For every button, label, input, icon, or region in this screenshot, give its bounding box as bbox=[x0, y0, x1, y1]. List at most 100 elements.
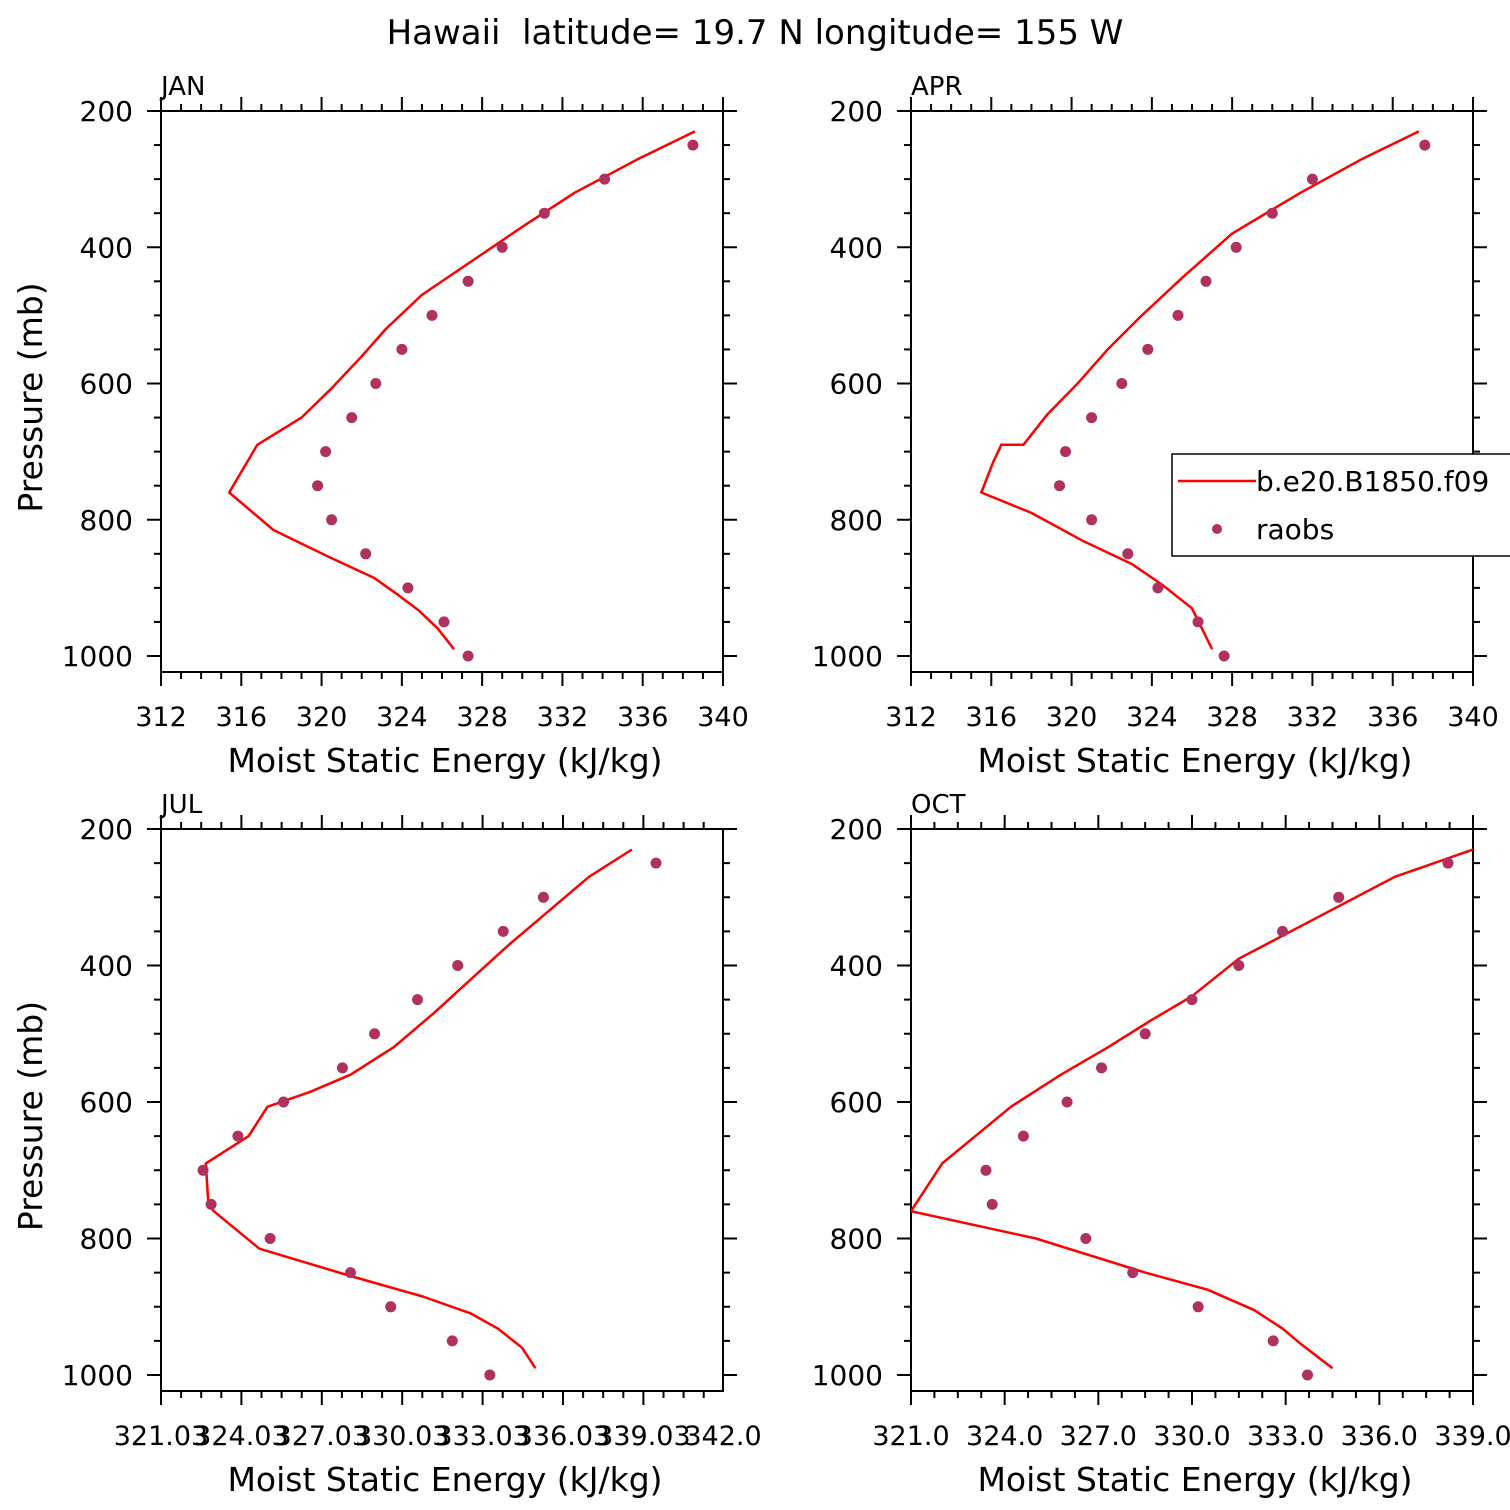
x-axis-label: Moist Static Energy (kJ/kg) bbox=[227, 1460, 662, 1499]
panels: 200 400 600 800 1000 312 316 320 324 328 332 336 340… bbox=[11, 72, 1510, 1499]
legend: b.e20.B1850.f09 raobs bbox=[1171, 453, 1510, 557]
x-tick-label: 340 bbox=[697, 702, 749, 733]
obs-point bbox=[402, 582, 414, 594]
obs-point bbox=[396, 343, 408, 355]
obs-point bbox=[496, 241, 508, 253]
obs-point bbox=[326, 514, 338, 526]
obs-point bbox=[599, 173, 611, 185]
obs-point bbox=[1192, 1301, 1204, 1313]
y-tick-label: 1000 bbox=[812, 1359, 883, 1392]
y-tick-label: 1000 bbox=[62, 1359, 133, 1392]
obs-point bbox=[336, 1062, 348, 1074]
x-tick-label: 312 bbox=[135, 702, 187, 733]
series-line-model bbox=[911, 848, 1473, 1370]
obs-point bbox=[462, 275, 474, 287]
x-tick-label: 333.03 bbox=[435, 1421, 529, 1452]
panel-oct: 200 400 600 800 1000 321.0 324.0 327.0 330.0 333.… bbox=[812, 790, 1510, 1499]
y-axis-label: Pressure (mb) bbox=[11, 1001, 50, 1231]
y-tick-label: 600 bbox=[80, 368, 133, 401]
obs-point bbox=[1122, 548, 1134, 560]
panel-title: JAN bbox=[159, 72, 205, 102]
x-tick-label: 320 bbox=[1046, 702, 1098, 733]
obs-point bbox=[264, 1233, 276, 1244]
x-tick-label: 312 bbox=[885, 702, 937, 733]
obs-point bbox=[1139, 1028, 1151, 1040]
obs-point bbox=[1142, 343, 1154, 355]
y-tick-label: 400 bbox=[830, 950, 883, 983]
obs-point bbox=[1096, 1062, 1107, 1074]
obs-point bbox=[1442, 857, 1454, 869]
obs-point bbox=[197, 1164, 209, 1176]
obs-point bbox=[385, 1301, 397, 1313]
obs-point bbox=[1017, 1130, 1029, 1142]
y-tick-label: 200 bbox=[830, 813, 883, 846]
x-tick-label: 332 bbox=[1287, 702, 1339, 733]
x-tick-label: 328 bbox=[456, 702, 508, 733]
obs-point bbox=[446, 1335, 458, 1347]
obs-point bbox=[1080, 1233, 1092, 1244]
obs-point bbox=[426, 309, 438, 321]
y-tick-label: 200 bbox=[80, 95, 133, 128]
x-tick-label: 339.0 bbox=[1434, 1421, 1510, 1452]
figure-title: Hawaii latitude= 19.7 N longitude= 155 W bbox=[387, 13, 1124, 53]
obs-point bbox=[1186, 994, 1198, 1006]
obs-point bbox=[1267, 1335, 1279, 1347]
obs-point bbox=[1060, 446, 1071, 458]
y-tick-label: 600 bbox=[80, 1086, 133, 1119]
obs-point bbox=[452, 960, 464, 971]
x-tick-label: 342.0 bbox=[684, 1421, 761, 1452]
x-tick-label: 336.0 bbox=[1341, 1421, 1418, 1452]
x-tick-label: 328 bbox=[1206, 702, 1258, 733]
obs-point bbox=[538, 207, 550, 219]
obs-point bbox=[370, 378, 382, 389]
panel-jul: 200 400 600 800 1000 321.03324.03327.03330.03… bbox=[11, 790, 762, 1499]
x-tick-label: 327.0 bbox=[1060, 1421, 1137, 1452]
x-tick-label: 333.0 bbox=[1247, 1421, 1324, 1452]
x-tick-label: 321.03 bbox=[114, 1421, 208, 1452]
y-tick-label: 600 bbox=[830, 1086, 883, 1119]
legend-marker-obs bbox=[1212, 524, 1222, 534]
obs-point bbox=[1419, 139, 1431, 151]
obs-point bbox=[278, 1096, 289, 1108]
series-line-model bbox=[980, 130, 1420, 650]
x-tick-label: 336 bbox=[617, 702, 669, 733]
obs-point bbox=[497, 925, 509, 937]
x-tick-label: 332 bbox=[537, 702, 589, 733]
plot-data bbox=[227, 130, 699, 662]
obs-point bbox=[1333, 891, 1345, 903]
y-tick-label: 400 bbox=[830, 231, 883, 264]
obs-point bbox=[320, 446, 332, 458]
plot-frame bbox=[160, 828, 724, 1392]
x-tick-label: 320 bbox=[296, 702, 348, 733]
obs-point bbox=[687, 139, 699, 151]
obs-point bbox=[412, 994, 423, 1006]
obs-point bbox=[1127, 1267, 1139, 1279]
panel-title: OCT bbox=[911, 790, 966, 820]
plot-frame bbox=[910, 110, 1474, 673]
x-tick-label: 316 bbox=[216, 702, 268, 733]
obs-point bbox=[1277, 925, 1288, 937]
y-tick-label: 200 bbox=[830, 95, 883, 128]
plot-data bbox=[911, 848, 1473, 1381]
panel-title: APR bbox=[911, 72, 963, 102]
obs-point bbox=[345, 1267, 356, 1279]
x-tick-label: 340 bbox=[1447, 702, 1499, 733]
series-line-model bbox=[204, 848, 633, 1369]
obs-point bbox=[1218, 650, 1230, 662]
y-axis-label: Pressure (mb) bbox=[11, 282, 50, 512]
x-tick-label: 316 bbox=[966, 702, 1018, 733]
x-tick-label: 324 bbox=[376, 702, 428, 733]
y-tick-label: 800 bbox=[80, 1223, 133, 1256]
obs-point bbox=[232, 1130, 244, 1142]
obs-point bbox=[1266, 207, 1278, 219]
x-axis-label: Moist Static Energy (kJ/kg) bbox=[977, 1460, 1412, 1499]
x-tick-label: 321.0 bbox=[872, 1421, 949, 1452]
obs-point bbox=[1233, 960, 1245, 971]
obs-point bbox=[360, 548, 372, 560]
obs-point bbox=[980, 1164, 992, 1176]
y-tick-label: 400 bbox=[80, 950, 133, 983]
obs-point bbox=[369, 1028, 381, 1040]
